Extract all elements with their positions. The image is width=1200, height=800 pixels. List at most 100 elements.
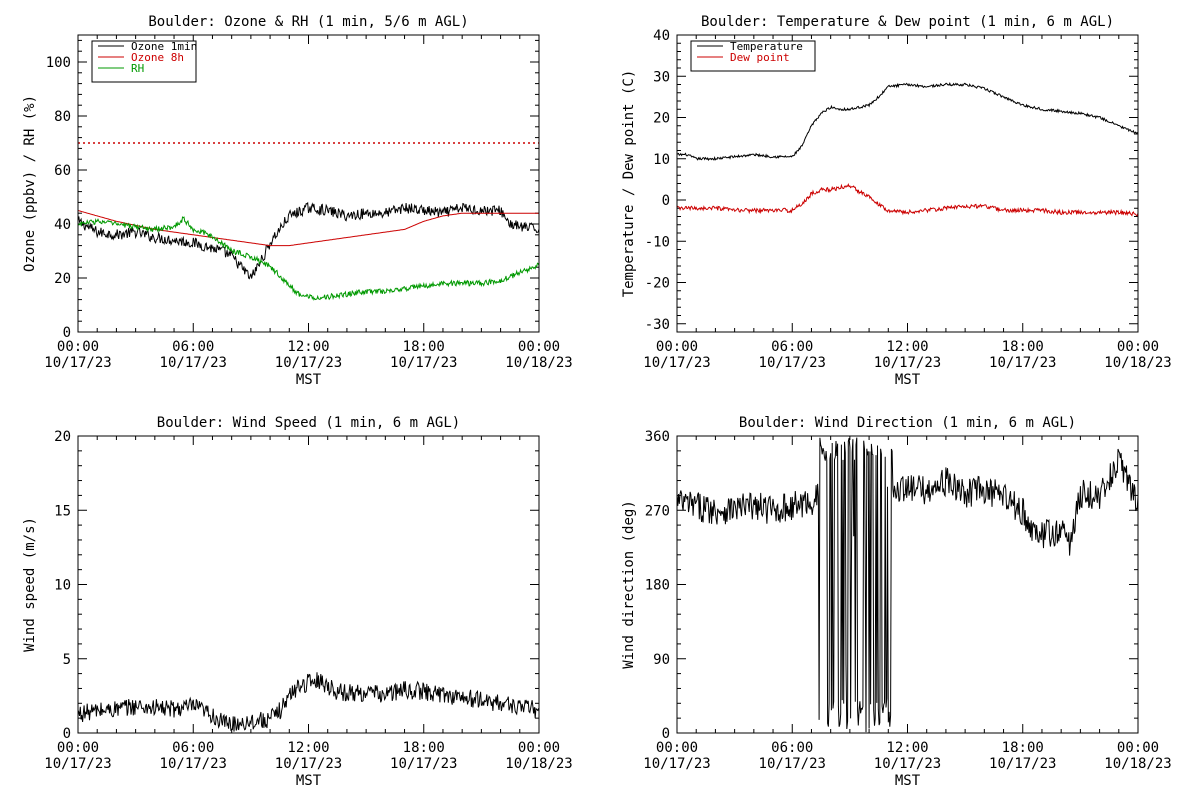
legend-label: Dew point (730, 51, 790, 64)
y-tick-label: 0 (662, 726, 670, 742)
x-tick-date-label: 10/17/23 (44, 355, 111, 371)
legend-label: Ozone 8h (131, 51, 184, 64)
y-tick-label: 100 (46, 55, 71, 71)
x-tick-date-label: 10/17/23 (759, 355, 826, 371)
x-tick-date-label: 10/17/23 (989, 756, 1056, 772)
y-tick-label: 270 (645, 503, 670, 519)
y-tick-label: 360 (645, 429, 670, 445)
plot-area (78, 672, 539, 732)
x-axis-label: MST (895, 372, 921, 388)
x-tick-time-label: 06:00 (172, 339, 214, 355)
x-tick-date-label: 10/17/23 (874, 756, 941, 772)
legend-label: Ozone 1min (131, 40, 197, 53)
chart-ozone-rh: Boulder: Ozone & RH (1 min, 5/6 m AGL) 0 2… (22, 14, 573, 388)
y-tick-label: 0 (63, 325, 71, 341)
y-axis-label: Wind direction (deg) (621, 500, 637, 669)
y-tick-label: -30 (645, 317, 670, 333)
x-tick-time-label: 00:00 (518, 339, 560, 355)
x-tick-date-label: 10/17/23 (44, 756, 111, 772)
y-tick-label: -10 (645, 234, 670, 250)
y-tick-label: 90 (653, 652, 670, 668)
plot-area (78, 142, 539, 301)
series-line-ozone-8h (78, 210, 539, 247)
y-tick-label: -20 (645, 276, 670, 292)
series-line-ozone-1min (78, 201, 539, 280)
y-axis-label: Temperature / Dew point (C) (621, 70, 637, 298)
x-axis-label: MST (296, 773, 322, 789)
x-tick-time-label: 06:00 (771, 339, 813, 355)
plot-area (677, 437, 1138, 733)
y-tick-label: 20 (653, 111, 670, 127)
y-tick-label: 20 (54, 429, 71, 445)
x-tick-date-label: 10/17/23 (390, 756, 457, 772)
chart-title: Boulder: Ozone & RH (1 min, 5/6 m AGL) (148, 14, 468, 30)
y-tick-label: 10 (653, 152, 670, 168)
x-tick-time-label: 00:00 (656, 339, 698, 355)
x-tick-time-label: 12:00 (886, 339, 928, 355)
plot-frame (77, 435, 540, 734)
chart-title: Boulder: Wind Direction (1 min, 6 m AGL) (739, 415, 1076, 431)
y-tick-label: 180 (645, 578, 670, 594)
series-line-dew-point (677, 182, 1138, 217)
legend-label: RH (131, 62, 144, 75)
y-axis-label: Ozone (ppbv) / RH (%) (22, 95, 38, 272)
x-tick-time-label: 12:00 (287, 339, 329, 355)
y-tick-label: 0 (662, 193, 670, 209)
x-tick-time-label: 18:00 (403, 740, 445, 756)
x-tick-time-label: 00:00 (57, 339, 99, 355)
y-tick-label: 40 (653, 28, 670, 44)
series-line-temperature (677, 81, 1138, 162)
x-tick-time-label: 18:00 (1002, 740, 1044, 756)
y-tick-label: 0 (63, 726, 71, 742)
x-tick-time-label: 12:00 (886, 740, 928, 756)
x-tick-date-label: 10/17/23 (874, 355, 941, 371)
x-tick-date-label: 10/18/23 (1104, 756, 1171, 772)
chart-title: Boulder: Wind Speed (1 min, 6 m AGL) (157, 415, 460, 431)
x-tick-time-label: 12:00 (287, 740, 329, 756)
plot-frame (676, 34, 1139, 333)
y-tick-label: 30 (653, 69, 670, 85)
x-tick-time-label: 06:00 (771, 740, 813, 756)
y-tick-label: 20 (54, 271, 71, 287)
y-tick-label: 15 (54, 503, 71, 519)
series-line-rh (78, 216, 539, 301)
x-tick-time-label: 00:00 (1117, 339, 1159, 355)
y-tick-label: 60 (54, 163, 71, 179)
series-line-data (677, 437, 1138, 733)
legend-box (91, 40, 197, 83)
x-axis-label: MST (296, 372, 322, 388)
legend-label: Temperature (730, 40, 803, 53)
plot-frame (77, 34, 540, 333)
x-tick-time-label: 06:00 (172, 740, 214, 756)
x-tick-time-label: 00:00 (656, 740, 698, 756)
x-tick-time-label: 18:00 (1002, 339, 1044, 355)
x-tick-date-label: 10/17/23 (275, 355, 342, 371)
x-tick-date-label: 10/17/23 (275, 756, 342, 772)
x-tick-date-label: 10/17/23 (160, 756, 227, 772)
x-tick-time-label: 18:00 (403, 339, 445, 355)
y-tick-label: 10 (54, 578, 71, 594)
x-tick-date-label: 10/17/23 (759, 756, 826, 772)
x-tick-time-label: 00:00 (518, 740, 560, 756)
x-tick-date-label: 10/17/23 (989, 355, 1056, 371)
x-tick-time-label: 00:00 (1117, 740, 1159, 756)
chart-title: Boulder: Temperature & Dew point (1 min,… (701, 14, 1114, 30)
x-tick-time-label: 00:00 (57, 740, 99, 756)
chart-wind-direction: Boulder: Wind Direction (1 min, 6 m AGL)… (621, 415, 1172, 789)
x-tick-date-label: 10/17/23 (643, 355, 710, 371)
plot-frame (676, 435, 1139, 734)
x-tick-date-label: 10/17/23 (643, 756, 710, 772)
y-axis-label: Wind speed (m/s) (22, 517, 38, 652)
series-line-data (78, 672, 539, 732)
x-tick-date-label: 10/17/23 (390, 355, 457, 371)
y-tick-label: 80 (54, 109, 71, 125)
y-tick-label: 5 (63, 652, 71, 668)
x-axis-label: MST (895, 773, 921, 789)
chart-temp-dew: Boulder: Temperature & Dew point (1 min,… (621, 14, 1172, 388)
chart-wind-speed: Boulder: Wind Speed (1 min, 6 m AGL) 0 5 10… (22, 415, 573, 789)
x-tick-date-label: 10/18/23 (505, 756, 572, 772)
